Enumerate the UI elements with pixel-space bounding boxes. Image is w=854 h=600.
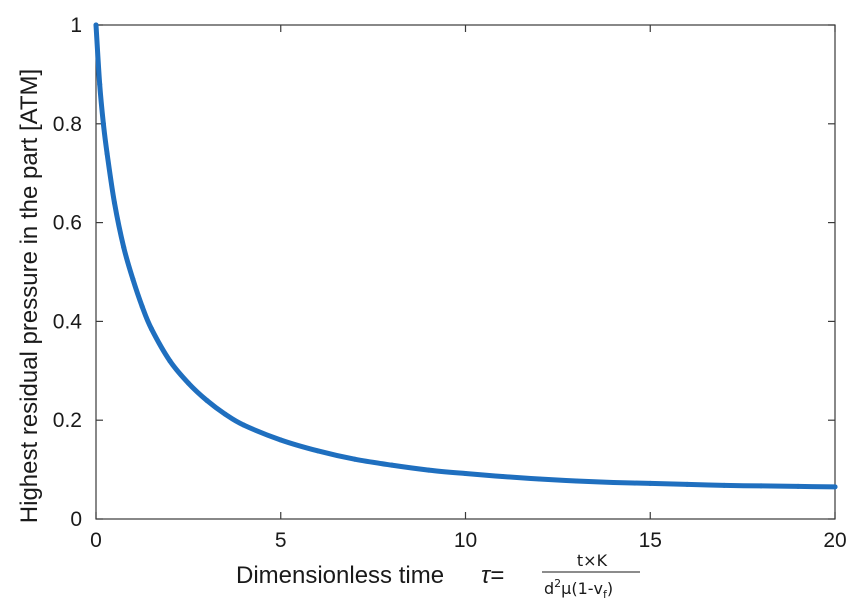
data-point <box>573 478 579 484</box>
data-point <box>426 467 432 473</box>
formula-denominator-rest: μ(1-v <box>561 579 603 598</box>
formula-denominator-base: d <box>544 579 554 598</box>
x-tick-label: 15 <box>639 529 662 552</box>
data-point <box>278 437 284 443</box>
data-point <box>647 480 653 486</box>
data-point <box>610 479 616 485</box>
data-point <box>93 22 99 28</box>
data-point <box>130 276 136 282</box>
formula-denominator-exponent: 2 <box>554 577 561 590</box>
x-axis-label: Dimensionless time τ= t×K d2μ(1-vf) <box>236 551 640 600</box>
y-tick-label: 0.6 <box>53 212 82 235</box>
x-axis-label-symbol: τ= <box>481 562 504 589</box>
data-point <box>148 326 154 332</box>
formula-denominator-close: ) <box>607 579 613 598</box>
data-point <box>315 448 321 454</box>
y-ticks: 0 0.2 0.4 0.6 0.8 1 <box>53 14 835 531</box>
data-point <box>463 471 468 477</box>
data-point <box>389 462 395 468</box>
data-point <box>795 483 801 489</box>
data-point <box>104 150 110 156</box>
plot-area <box>95 24 836 520</box>
data-point <box>721 482 727 488</box>
data-point <box>499 474 505 480</box>
data-point <box>536 476 542 482</box>
x-tick-label: 20 <box>823 529 846 552</box>
data-point <box>222 411 228 417</box>
y-tick-label: 0.8 <box>53 113 82 136</box>
data-point <box>352 456 358 462</box>
data-point <box>97 81 103 87</box>
data-point <box>684 481 690 487</box>
data-point <box>832 484 838 490</box>
x-tick-label: 10 <box>454 529 477 552</box>
y-axis-label: Highest residual pressure in the part [A… <box>16 69 43 523</box>
y-tick-label: 0 <box>70 508 82 531</box>
formula-denominator-subscript: f <box>603 588 608 600</box>
y-tick-label: 0.4 <box>53 310 83 333</box>
data-point <box>100 121 106 127</box>
x-tick-label: 5 <box>275 529 287 552</box>
x-ticks: 0 5 10 15 20 <box>90 25 847 552</box>
formula-numerator: t×K <box>577 551 608 570</box>
x-axis-label-formula: t×K d2μ(1-vf) <box>542 551 640 600</box>
data-point <box>139 304 145 310</box>
y-tick-label: 0.2 <box>53 409 82 432</box>
formula-denominator: d2μ(1-vf) <box>544 577 613 600</box>
data-point <box>758 483 764 489</box>
data-point <box>204 397 210 403</box>
data-point <box>111 200 117 206</box>
x-axis-label-text: Dimensionless time <box>236 562 444 589</box>
series-line <box>93 22 838 490</box>
data-point <box>241 422 247 428</box>
data-point <box>121 244 127 250</box>
y-tick-label: 1 <box>70 14 82 37</box>
data-points <box>93 22 838 490</box>
data-point <box>185 380 191 386</box>
data-point <box>167 358 173 364</box>
x-tick-label: 0 <box>90 529 102 552</box>
